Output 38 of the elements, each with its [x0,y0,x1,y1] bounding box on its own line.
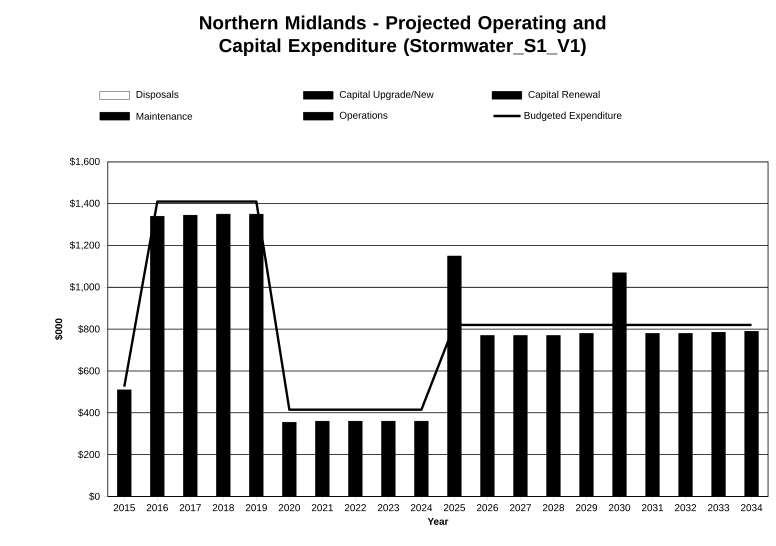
x-tick-label: 2018 [212,504,234,512]
y-tick-label: $200 [78,450,100,459]
x-tick-label: 2019 [246,504,267,512]
x-tick-label: 2022 [344,504,366,512]
x-tick-label: 2033 [708,504,730,512]
y-tick-label: $1,000 [70,282,100,292]
x-tick-label: 2031 [642,504,664,512]
y-tick-label: $0 [89,492,100,500]
x-tick-label: 2026 [476,504,498,512]
x-tick-label: 2021 [312,504,333,512]
x-tick-label: 2032 [674,504,696,512]
x-tick-label: 2024 [410,504,432,512]
x-tick-label: 2028 [542,504,564,512]
y-tick-label: $1,200 [70,241,100,250]
x-tick-label: 2023 [378,504,400,512]
text: Operations [340,112,388,121]
y-tick-label: $600 [78,366,100,375]
chart-title: Northern Midlands - Projected Operating and Capital Expenditure (Stormwater_S1_V1) [200,16,606,56]
x-tick-label: 2030 [608,504,630,512]
text: Capital Upgrade/New [340,90,434,100]
x-tick-label: 2025 [444,504,466,512]
text: Capital Renewal [528,90,600,100]
x-tick-label: 2015 [114,504,135,512]
x-tick-label: 2027 [510,504,531,512]
y-tick-label: $1,400 [70,199,100,208]
x-tick-label: 2017 [180,504,201,512]
x-tick-label: 2016 [146,504,168,512]
text: Maintenance [136,112,192,120]
y-tick-label: $800 [78,325,100,334]
y-tick-label: $1,600 [70,157,100,166]
y-tick-label: $400 [78,408,100,417]
x-tick-label: 2029 [576,504,598,512]
text: Disposals [136,90,178,100]
legend-label: Budgeted Expenditure [524,112,622,121]
x-tick-label: 2020 [278,504,300,512]
y-axis-title: $000 [54,318,63,340]
x-tick-label: 2034 [741,504,762,512]
x-axis-title: Year [428,518,448,525]
